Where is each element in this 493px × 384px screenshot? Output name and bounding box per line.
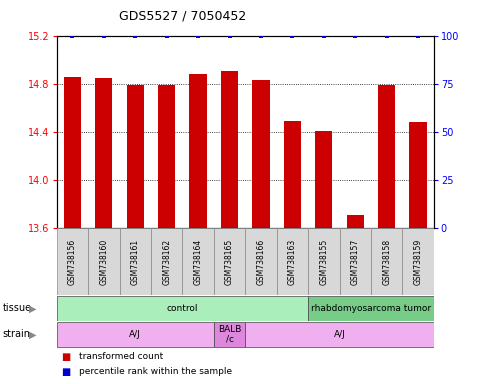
Point <box>100 33 108 39</box>
Text: GSM738163: GSM738163 <box>288 238 297 285</box>
Bar <box>371 228 402 295</box>
Text: GSM738157: GSM738157 <box>351 238 360 285</box>
Bar <box>402 228 434 295</box>
Bar <box>189 74 207 228</box>
Text: tissue: tissue <box>2 303 32 313</box>
Text: GSM738164: GSM738164 <box>194 238 203 285</box>
Point <box>383 33 390 39</box>
Bar <box>214 228 246 295</box>
Bar <box>252 81 270 228</box>
Text: GSM738165: GSM738165 <box>225 238 234 285</box>
Bar <box>57 228 88 295</box>
Text: GSM738162: GSM738162 <box>162 238 171 285</box>
Text: transformed count: transformed count <box>79 352 163 361</box>
Point <box>352 33 359 39</box>
Text: percentile rank within the sample: percentile rank within the sample <box>79 367 232 376</box>
Text: rhabdomyosarcoma tumor: rhabdomyosarcoma tumor <box>311 304 431 313</box>
Text: GSM738155: GSM738155 <box>319 238 328 285</box>
Point <box>414 33 422 39</box>
Bar <box>88 228 119 295</box>
Text: BALB
/c: BALB /c <box>218 326 241 343</box>
Bar <box>308 228 340 295</box>
Bar <box>64 77 81 228</box>
Text: control: control <box>167 304 198 313</box>
Bar <box>284 121 301 228</box>
Bar <box>378 85 395 228</box>
Text: A/J: A/J <box>129 330 141 339</box>
Text: ▶: ▶ <box>29 329 36 339</box>
Point <box>288 33 296 39</box>
Bar <box>151 228 182 295</box>
Bar <box>57 322 214 347</box>
Bar <box>277 228 308 295</box>
Bar <box>347 215 364 228</box>
Point <box>257 33 265 39</box>
Bar <box>340 228 371 295</box>
Point <box>163 33 171 39</box>
Text: ■: ■ <box>62 367 71 377</box>
Bar <box>410 122 427 228</box>
Bar <box>214 322 246 347</box>
Text: GSM738160: GSM738160 <box>99 238 108 285</box>
Point <box>226 33 234 39</box>
Text: GSM738161: GSM738161 <box>131 238 140 285</box>
Point <box>194 33 202 39</box>
Bar <box>119 228 151 295</box>
Bar <box>245 228 277 295</box>
Bar <box>57 296 308 321</box>
Bar <box>127 85 144 228</box>
Text: ▶: ▶ <box>29 303 36 313</box>
Bar <box>308 296 434 321</box>
Text: ■: ■ <box>62 352 71 362</box>
Bar <box>315 131 332 228</box>
Text: A/J: A/J <box>334 330 346 339</box>
Bar <box>182 228 214 295</box>
Point <box>320 33 328 39</box>
Text: GSM738158: GSM738158 <box>382 238 391 285</box>
Bar <box>95 78 112 228</box>
Text: GSM738159: GSM738159 <box>414 238 423 285</box>
Text: GDS5527 / 7050452: GDS5527 / 7050452 <box>119 10 246 23</box>
Text: GSM738166: GSM738166 <box>256 238 266 285</box>
Text: GSM738156: GSM738156 <box>68 238 77 285</box>
Point <box>69 33 76 39</box>
Point <box>131 33 139 39</box>
Bar <box>158 85 176 228</box>
Bar <box>245 322 434 347</box>
Bar <box>221 71 238 228</box>
Text: strain: strain <box>2 329 31 339</box>
